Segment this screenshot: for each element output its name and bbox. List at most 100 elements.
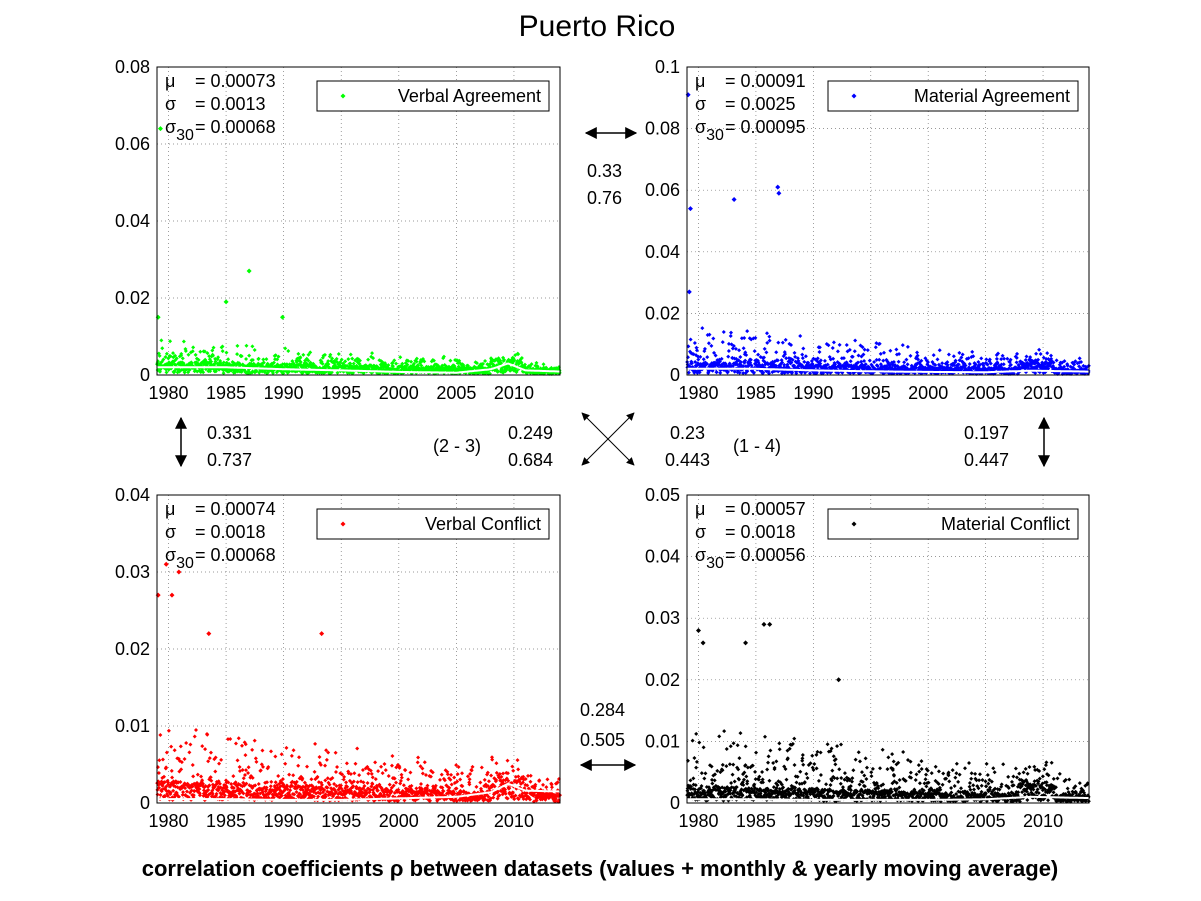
data-point bbox=[247, 353, 252, 358]
plot-area-material-agreement bbox=[687, 67, 1089, 375]
data-point bbox=[235, 343, 240, 348]
data-point bbox=[733, 346, 738, 351]
y-tick-label: 0 bbox=[140, 793, 150, 813]
x-tick-label: 2010 bbox=[1023, 811, 1063, 831]
data-point bbox=[260, 369, 265, 374]
data-point bbox=[273, 353, 278, 358]
legend-verbal-agreement: Verbal Agreement bbox=[316, 80, 550, 112]
data-point bbox=[326, 362, 331, 367]
legend-label: Material Agreement bbox=[914, 86, 1070, 106]
data-point bbox=[692, 340, 697, 345]
data-point bbox=[731, 344, 736, 349]
data-point bbox=[179, 351, 184, 356]
x-tick-label: 1985 bbox=[206, 811, 246, 831]
data-point bbox=[183, 348, 188, 353]
data-point bbox=[298, 355, 303, 360]
data-point bbox=[729, 330, 734, 335]
y-tick-label: 0.04 bbox=[645, 547, 680, 567]
data-point bbox=[173, 353, 178, 358]
stat-sigma30-value: = 0.00068 bbox=[195, 117, 276, 137]
data-point bbox=[250, 344, 255, 349]
x-tick-label: 1985 bbox=[736, 383, 776, 403]
data-point bbox=[339, 357, 344, 362]
data-point bbox=[737, 370, 742, 375]
data-point bbox=[495, 369, 500, 374]
data-point bbox=[803, 354, 808, 359]
data-point bbox=[725, 369, 730, 374]
data-point bbox=[767, 334, 772, 339]
data-point bbox=[221, 360, 226, 365]
data-point bbox=[794, 371, 799, 376]
x-tick-label: 2005 bbox=[966, 383, 1006, 403]
data-point bbox=[764, 350, 769, 355]
data-point bbox=[875, 364, 880, 369]
data-point bbox=[877, 357, 882, 362]
data-point bbox=[705, 355, 710, 360]
data-point bbox=[346, 357, 351, 362]
data-point bbox=[383, 362, 388, 367]
legend-verbal-conflict: Verbal Conflict bbox=[316, 508, 550, 540]
stat-sigma30-value: = 0.00068 bbox=[195, 545, 276, 565]
data-point bbox=[689, 361, 694, 366]
data-point bbox=[741, 346, 746, 351]
data-point bbox=[211, 345, 216, 350]
data-point bbox=[392, 358, 397, 363]
data-point bbox=[728, 333, 733, 338]
data-point bbox=[831, 356, 836, 361]
data-point bbox=[808, 371, 813, 376]
data-point bbox=[326, 359, 331, 364]
y-tick-label: 0 bbox=[670, 793, 680, 813]
data-point bbox=[181, 339, 186, 344]
data-point bbox=[713, 353, 718, 358]
data-point bbox=[519, 355, 524, 360]
data-point bbox=[833, 362, 838, 367]
data-point bbox=[782, 362, 787, 367]
data-point bbox=[210, 348, 215, 353]
data-point bbox=[213, 359, 218, 364]
data-point bbox=[861, 352, 866, 357]
data-point bbox=[193, 352, 198, 357]
data-point bbox=[852, 349, 857, 354]
data-point bbox=[164, 351, 169, 356]
data-point bbox=[862, 358, 867, 363]
data-point bbox=[191, 345, 196, 350]
data-point bbox=[789, 342, 794, 347]
legend-box bbox=[316, 80, 550, 112]
x-tick-label: 2000 bbox=[908, 383, 948, 403]
data-point bbox=[753, 335, 758, 340]
data-point bbox=[694, 348, 699, 353]
data-point bbox=[714, 370, 719, 375]
data-point bbox=[256, 356, 261, 361]
data-point bbox=[198, 349, 203, 354]
data-point bbox=[409, 359, 414, 364]
data-point bbox=[707, 332, 712, 337]
data-point bbox=[474, 361, 479, 366]
x-tick-label: 1990 bbox=[264, 383, 304, 403]
data-point bbox=[261, 360, 266, 365]
data-point bbox=[774, 350, 779, 355]
stat-sigma-value: = 0.0013 bbox=[195, 94, 266, 114]
data-point bbox=[709, 343, 714, 348]
data-point bbox=[160, 346, 165, 351]
data-point bbox=[737, 348, 742, 353]
data-point bbox=[371, 356, 376, 361]
y-tick-label: 0.01 bbox=[115, 716, 150, 736]
data-point bbox=[161, 357, 166, 362]
data-point bbox=[398, 355, 403, 360]
data-point bbox=[784, 356, 789, 361]
outlier-point bbox=[157, 126, 163, 132]
data-point bbox=[694, 345, 699, 350]
data-point bbox=[726, 349, 731, 354]
data-point bbox=[844, 343, 849, 348]
data-point bbox=[780, 360, 785, 365]
data-point bbox=[283, 346, 288, 351]
data-point bbox=[877, 341, 882, 346]
data-point bbox=[873, 345, 878, 350]
data-point bbox=[710, 368, 715, 373]
data-point bbox=[366, 357, 371, 362]
x-tick-label: 2010 bbox=[1023, 383, 1063, 403]
data-point bbox=[744, 353, 749, 358]
x-tick-label: 1995 bbox=[321, 383, 361, 403]
data-point bbox=[835, 349, 840, 354]
x-tick-label: 1985 bbox=[206, 383, 246, 403]
